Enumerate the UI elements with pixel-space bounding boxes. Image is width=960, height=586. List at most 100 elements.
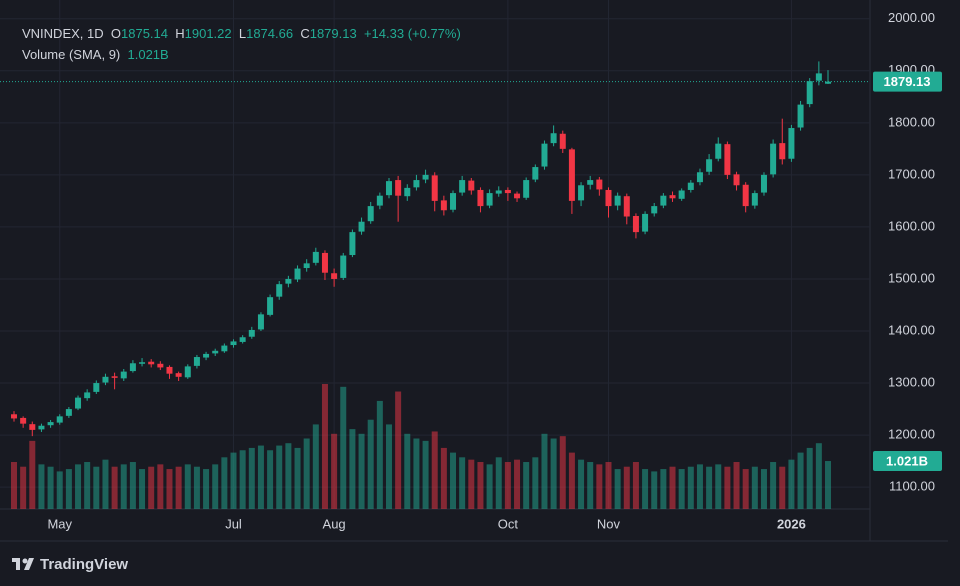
y-tick-label: 1500.00	[888, 270, 935, 285]
logo-part	[22, 558, 28, 564]
y-tick-label: 1700.00	[888, 166, 935, 181]
volume-bar	[184, 464, 191, 509]
volume-bar	[696, 464, 703, 509]
x-tick-label: Jul	[225, 516, 242, 531]
candle-body	[413, 180, 420, 188]
y-tick-label: 1800.00	[888, 114, 935, 129]
volume-bar	[321, 384, 328, 509]
candle-body	[632, 215, 639, 233]
candle-body	[203, 353, 210, 358]
volume-bar	[285, 443, 292, 509]
candle-body	[157, 363, 164, 368]
volume-bar	[212, 464, 219, 509]
candle-body	[404, 187, 411, 197]
candle-body	[129, 363, 136, 372]
volume-bar	[477, 462, 484, 509]
volume-bar	[276, 445, 283, 509]
candle-body	[367, 206, 374, 222]
volume-bar	[450, 452, 457, 509]
candle-body	[450, 193, 457, 210]
volume-bar	[559, 436, 566, 509]
volume-bar	[770, 462, 777, 509]
volume-bar	[459, 457, 466, 509]
candle-body	[760, 174, 767, 193]
candle-body	[303, 263, 310, 269]
logo-part	[24, 558, 34, 570]
candle-body	[614, 195, 621, 206]
volume-bar	[358, 433, 365, 509]
volume-bar	[678, 469, 685, 509]
x-tick-label: Oct	[498, 516, 519, 531]
volume-bar	[230, 452, 237, 509]
volume-bar	[129, 462, 136, 509]
volume-bar	[724, 466, 731, 509]
candle-body	[422, 174, 429, 180]
volume-bar	[541, 433, 548, 509]
volume-bar	[294, 447, 301, 509]
candle-body	[788, 128, 795, 159]
volume-bar	[825, 461, 831, 509]
y-tick-label: 1100.00	[889, 479, 935, 494]
symbol: VNINDEX, 1D	[22, 26, 104, 41]
candle-body	[587, 180, 594, 185]
candle-body	[578, 185, 585, 201]
volume-bar	[75, 464, 82, 509]
candle-body	[477, 189, 484, 207]
candle-body	[596, 179, 603, 190]
volume-bar	[669, 466, 676, 509]
volume-bar	[65, 469, 72, 509]
volume-bar	[715, 464, 722, 509]
volume-bar	[779, 466, 786, 509]
volume-bar	[788, 459, 795, 509]
candle-body	[93, 383, 100, 392]
candle-body	[431, 175, 438, 201]
volume-bar	[760, 469, 767, 509]
candle-body	[257, 314, 264, 330]
volume-bar	[486, 464, 493, 509]
volume-bar	[248, 447, 255, 509]
volume-bar	[84, 462, 91, 509]
candle-body	[111, 376, 118, 378]
candle-body	[358, 221, 365, 232]
candle-body	[376, 195, 383, 206]
candle-body	[148, 361, 155, 365]
change: +14.33 (+0.77%)	[363, 26, 461, 41]
candle-body	[825, 81, 831, 84]
candle-body	[267, 297, 274, 315]
price-tag	[873, 71, 942, 92]
candle-body	[806, 81, 813, 105]
volume-bar	[312, 424, 319, 509]
volume-bar	[56, 471, 63, 509]
candle-body	[312, 251, 319, 263]
candle-body	[276, 284, 283, 297]
candle-body	[395, 180, 402, 196]
x-tick-label: Aug	[323, 516, 346, 531]
candle-body	[687, 182, 694, 190]
brand-name: TradingView	[40, 556, 128, 573]
volume-bar	[203, 469, 210, 509]
volume-bar	[605, 462, 612, 509]
volume-bar	[166, 469, 173, 509]
volume-bar	[413, 438, 420, 509]
candle-body	[20, 417, 27, 424]
volume-bar	[111, 466, 118, 509]
candle-body	[248, 329, 255, 337]
volume-bar	[532, 457, 539, 509]
candle-body	[29, 424, 36, 430]
candle-body	[331, 273, 338, 279]
volume-bar	[120, 464, 127, 509]
candle-body	[440, 200, 447, 211]
candle-body	[321, 252, 328, 273]
candle-body	[678, 190, 685, 199]
candle-body	[38, 425, 45, 430]
candle-body	[166, 366, 173, 374]
candle-body	[724, 144, 731, 175]
volume-bar	[578, 459, 585, 509]
candle-body	[139, 362, 146, 364]
volume-bar	[514, 459, 521, 509]
volume-bar	[193, 466, 200, 509]
volume-bar	[733, 462, 740, 509]
volume-bar	[331, 433, 338, 509]
ohlc-key: C	[300, 26, 310, 41]
volume-bar	[568, 452, 575, 509]
